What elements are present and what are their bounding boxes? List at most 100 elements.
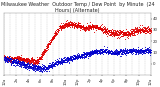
Point bbox=[46, 49, 48, 51]
Point bbox=[55, 30, 58, 31]
Point bbox=[72, 54, 75, 56]
Point bbox=[78, 25, 80, 26]
Point bbox=[13, 60, 16, 61]
Point bbox=[100, 49, 103, 50]
Point bbox=[78, 56, 80, 58]
Point bbox=[149, 52, 151, 54]
Point bbox=[105, 30, 107, 31]
Point bbox=[61, 27, 63, 29]
Point bbox=[78, 26, 80, 27]
Point bbox=[148, 51, 151, 52]
Point bbox=[12, 61, 14, 63]
Point bbox=[9, 59, 12, 60]
Point bbox=[84, 53, 87, 55]
Point bbox=[92, 26, 95, 27]
Point bbox=[31, 59, 33, 61]
Point bbox=[50, 40, 52, 42]
Point bbox=[62, 57, 64, 59]
Point bbox=[32, 69, 35, 70]
Point bbox=[93, 24, 96, 26]
Point bbox=[60, 26, 62, 28]
Point bbox=[85, 53, 88, 54]
Point bbox=[100, 23, 103, 24]
Point bbox=[63, 61, 65, 63]
Point bbox=[16, 58, 19, 59]
Point bbox=[93, 50, 95, 52]
Point bbox=[100, 27, 103, 29]
Point bbox=[130, 30, 132, 31]
Point bbox=[124, 47, 126, 48]
Point bbox=[48, 66, 51, 68]
Point bbox=[94, 49, 96, 51]
Point bbox=[97, 52, 100, 53]
Point bbox=[80, 25, 83, 26]
Point bbox=[69, 58, 72, 59]
Point bbox=[14, 59, 16, 61]
Point bbox=[20, 61, 22, 63]
Point bbox=[25, 58, 27, 59]
Point bbox=[62, 61, 65, 63]
Point bbox=[98, 26, 100, 27]
Point bbox=[76, 25, 79, 26]
Point bbox=[100, 50, 102, 51]
Point bbox=[58, 62, 61, 64]
Point bbox=[127, 33, 129, 35]
Point bbox=[89, 55, 91, 56]
Point bbox=[115, 34, 117, 35]
Point bbox=[83, 27, 86, 29]
Point bbox=[92, 52, 94, 53]
Point bbox=[118, 52, 120, 54]
Point bbox=[79, 25, 81, 26]
Point bbox=[84, 55, 86, 56]
Point bbox=[63, 62, 65, 63]
Point bbox=[8, 59, 11, 60]
Point bbox=[4, 61, 7, 62]
Point bbox=[93, 50, 96, 51]
Point bbox=[35, 60, 38, 62]
Point bbox=[80, 57, 83, 58]
Point bbox=[28, 66, 31, 68]
Point bbox=[26, 62, 28, 64]
Point bbox=[87, 29, 90, 30]
Point bbox=[12, 57, 15, 59]
Point bbox=[42, 68, 44, 70]
Point bbox=[68, 62, 70, 64]
Point bbox=[18, 60, 21, 61]
Point bbox=[6, 61, 9, 63]
Point bbox=[25, 58, 28, 60]
Point bbox=[103, 28, 105, 30]
Point bbox=[146, 50, 149, 51]
Point bbox=[120, 52, 122, 53]
Point bbox=[15, 65, 18, 66]
Point bbox=[30, 64, 33, 65]
Point bbox=[38, 70, 41, 72]
Point bbox=[149, 51, 152, 52]
Point bbox=[105, 52, 108, 53]
Point bbox=[55, 30, 57, 31]
Point bbox=[66, 58, 69, 60]
Point bbox=[105, 51, 108, 52]
Point bbox=[83, 54, 86, 56]
Point bbox=[7, 59, 10, 60]
Point bbox=[126, 51, 129, 52]
Point bbox=[59, 60, 61, 61]
Point bbox=[94, 27, 97, 28]
Point bbox=[61, 58, 64, 60]
Point bbox=[44, 66, 47, 67]
Point bbox=[113, 35, 116, 37]
Point bbox=[145, 50, 148, 51]
Point bbox=[98, 52, 101, 54]
Point bbox=[75, 56, 78, 58]
Point bbox=[122, 49, 125, 50]
Point bbox=[147, 52, 149, 53]
Point bbox=[146, 28, 149, 30]
Point bbox=[7, 59, 10, 61]
Point bbox=[24, 60, 27, 61]
Point bbox=[81, 54, 84, 55]
Point bbox=[95, 50, 97, 51]
Point bbox=[87, 55, 89, 57]
Point bbox=[54, 63, 57, 64]
Point bbox=[116, 31, 119, 32]
Point bbox=[40, 56, 43, 58]
Point bbox=[102, 51, 105, 52]
